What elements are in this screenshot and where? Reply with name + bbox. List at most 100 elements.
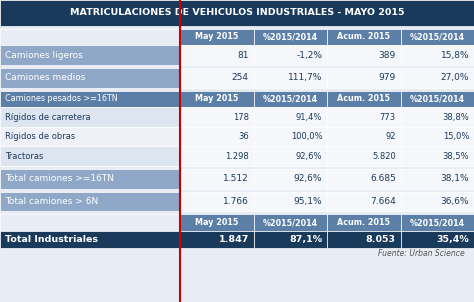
Text: May 2015: May 2015 [195,218,238,227]
FancyBboxPatch shape [0,0,474,26]
Text: Total camiones > 6N: Total camiones > 6N [5,197,98,206]
Text: %2015/2014: %2015/2014 [263,218,318,227]
Text: %2015/2014: %2015/2014 [410,33,465,41]
Text: Camiones medios: Camiones medios [5,73,85,82]
FancyBboxPatch shape [180,91,254,107]
FancyBboxPatch shape [0,107,180,127]
FancyBboxPatch shape [0,231,180,248]
FancyBboxPatch shape [401,91,474,107]
FancyBboxPatch shape [254,146,327,166]
FancyBboxPatch shape [180,214,254,231]
FancyBboxPatch shape [180,127,254,146]
FancyBboxPatch shape [401,192,474,211]
FancyBboxPatch shape [180,68,254,88]
Text: 87,1%: 87,1% [289,235,322,244]
Text: Acum. 2015: Acum. 2015 [337,95,390,103]
Text: 100,0%: 100,0% [291,132,322,141]
Text: 95,1%: 95,1% [294,197,322,206]
Text: 36: 36 [238,132,249,141]
FancyBboxPatch shape [180,29,254,45]
Text: 38,1%: 38,1% [441,175,469,183]
Text: 1.847: 1.847 [219,235,249,244]
Text: 178: 178 [233,113,249,121]
Text: Rígidos de carretera: Rígidos de carretera [5,113,91,121]
Text: 36,6%: 36,6% [441,197,469,206]
Text: 1.512: 1.512 [223,175,249,183]
FancyBboxPatch shape [327,91,401,107]
FancyBboxPatch shape [0,29,180,45]
FancyBboxPatch shape [254,45,327,65]
FancyBboxPatch shape [401,107,474,127]
Text: %2015/2014: %2015/2014 [263,33,318,41]
Text: Fuente: Urban Science: Fuente: Urban Science [378,249,465,258]
FancyBboxPatch shape [254,29,327,45]
FancyBboxPatch shape [0,91,180,107]
Text: %2015/2014: %2015/2014 [410,95,465,103]
FancyBboxPatch shape [0,68,180,88]
FancyBboxPatch shape [401,127,474,146]
Text: 979: 979 [379,73,396,82]
Text: May 2015: May 2015 [195,95,238,103]
Text: Total Industriales: Total Industriales [5,235,98,244]
FancyBboxPatch shape [327,29,401,45]
FancyBboxPatch shape [327,127,401,146]
Text: Acum. 2015: Acum. 2015 [337,218,390,227]
FancyBboxPatch shape [254,169,327,189]
Text: -1,2%: -1,2% [296,51,322,59]
FancyBboxPatch shape [180,192,254,211]
FancyBboxPatch shape [327,192,401,211]
FancyBboxPatch shape [0,45,180,65]
FancyBboxPatch shape [254,127,327,146]
FancyBboxPatch shape [180,45,254,65]
Text: Camiones ligeros: Camiones ligeros [5,51,82,59]
FancyBboxPatch shape [254,68,327,88]
FancyBboxPatch shape [254,192,327,211]
Text: 1.298: 1.298 [225,152,249,161]
FancyBboxPatch shape [327,169,401,189]
Text: 8.053: 8.053 [366,235,396,244]
Text: 773: 773 [380,113,396,121]
Text: 92,6%: 92,6% [294,175,322,183]
FancyBboxPatch shape [0,192,180,211]
Text: 254: 254 [232,73,249,82]
Text: 91,4%: 91,4% [296,113,322,121]
Text: Acum. 2015: Acum. 2015 [337,33,390,41]
FancyBboxPatch shape [327,231,401,248]
FancyBboxPatch shape [180,107,254,127]
Text: 92,6%: 92,6% [296,152,322,161]
Text: %2015/2014: %2015/2014 [410,218,465,227]
FancyBboxPatch shape [327,68,401,88]
Text: 92: 92 [385,132,396,141]
FancyBboxPatch shape [401,29,474,45]
FancyBboxPatch shape [180,146,254,166]
FancyBboxPatch shape [401,68,474,88]
FancyBboxPatch shape [401,231,474,248]
FancyBboxPatch shape [254,107,327,127]
Text: 389: 389 [379,51,396,59]
FancyBboxPatch shape [401,169,474,189]
Text: 38,8%: 38,8% [443,113,469,121]
Text: 111,7%: 111,7% [288,73,322,82]
Text: 15,8%: 15,8% [441,51,469,59]
FancyBboxPatch shape [327,107,401,127]
Text: 35,4%: 35,4% [437,235,469,244]
FancyBboxPatch shape [401,146,474,166]
FancyBboxPatch shape [0,127,180,146]
FancyBboxPatch shape [0,214,180,231]
Text: 15,0%: 15,0% [443,132,469,141]
Text: MATRICULACIONES DE VEHICULOS INDUSTRIALES - MAYO 2015: MATRICULACIONES DE VEHICULOS INDUSTRIALE… [70,8,404,17]
Text: %2015/2014: %2015/2014 [263,95,318,103]
FancyBboxPatch shape [180,169,254,189]
FancyBboxPatch shape [254,231,327,248]
Text: 5.820: 5.820 [372,152,396,161]
FancyBboxPatch shape [327,214,401,231]
Text: Rígidos de obras: Rígidos de obras [5,132,75,141]
FancyBboxPatch shape [327,146,401,166]
Text: 7.664: 7.664 [370,197,396,206]
FancyBboxPatch shape [254,91,327,107]
Text: Camiones pesados >=16TN: Camiones pesados >=16TN [5,95,118,103]
FancyBboxPatch shape [327,45,401,65]
FancyBboxPatch shape [0,146,180,166]
FancyBboxPatch shape [254,214,327,231]
FancyBboxPatch shape [180,231,254,248]
